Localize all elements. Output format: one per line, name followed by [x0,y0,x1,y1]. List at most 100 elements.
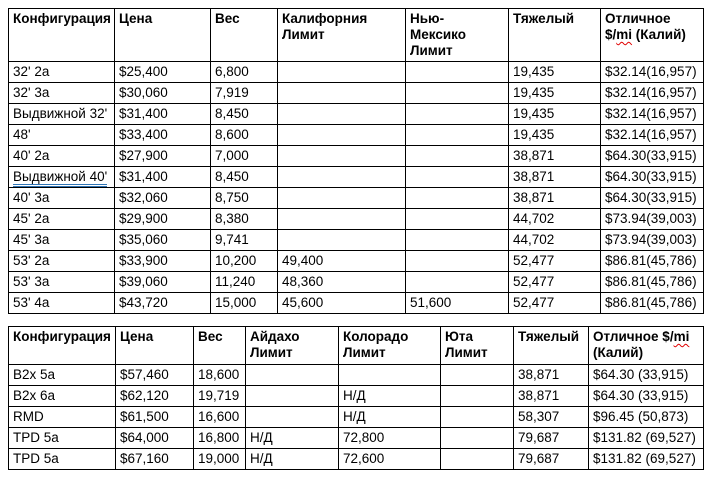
col-header-colorado-limit[interactable]: Колорадо Лимит [338,326,441,365]
cell-excellent-per-mi[interactable]: $86.81(45,786) [600,271,704,293]
cell-heavy[interactable]: 44,702 [508,208,601,230]
cell-configuration[interactable]: Выдвижной 40' [8,166,115,188]
cell-excellent-per-mi[interactable]: $32.14(16,957) [600,103,704,125]
cell-weight[interactable]: 18,600 [193,364,246,386]
cell-price[interactable]: $57,460 [115,364,194,386]
cell-california-limit[interactable] [277,61,406,83]
cell-new-mexico-limit[interactable] [405,82,509,104]
cell-weight[interactable]: 16,600 [193,406,246,428]
cell-colorado-limit[interactable]: 72,600 [338,448,441,470]
cell-configuration[interactable]: B2x 5a [8,364,116,386]
col-header-price[interactable]: Цена [115,326,194,365]
cell-price[interactable]: $43,720 [114,292,211,314]
cell-california-limit[interactable] [277,124,406,146]
cell-california-limit[interactable]: 45,600 [277,292,406,314]
cell-excellent-per-mi[interactable]: $32.14(16,957) [600,124,704,146]
cell-heavy[interactable]: 52,477 [508,250,601,272]
cell-configuration[interactable]: 45' 2a [8,208,115,230]
cell-price[interactable]: $35,060 [114,229,211,251]
col-header-california-limit[interactable]: Калифорния Лимит [277,8,406,62]
cell-idaho-limit[interactable] [245,364,339,386]
col-header-configuration[interactable]: Конфигурация [8,326,116,365]
cell-california-limit[interactable] [277,82,406,104]
cell-excellent-per-mi[interactable]: $73.94(39,003) [600,208,704,230]
col-header-utah-limit[interactable]: Юта Лимит [440,326,514,365]
cell-california-limit[interactable] [277,208,406,230]
cell-price[interactable]: $31,400 [114,166,211,188]
cell-price[interactable]: $33,900 [114,250,211,272]
cell-heavy[interactable]: 58,307 [513,406,589,428]
cell-heavy[interactable]: 19,435 [508,124,601,146]
cell-heavy[interactable]: 79,687 [513,427,589,449]
cell-price[interactable]: $33,400 [114,124,211,146]
cell-excellent-per-mi[interactable]: $32.14(16,957) [600,82,704,104]
cell-heavy[interactable]: 19,435 [508,103,601,125]
cell-utah-limit[interactable] [440,427,514,449]
cell-weight[interactable]: 19,000 [193,448,246,470]
cell-excellent-per-mi[interactable]: $64.30(33,915) [600,145,704,167]
col-header-excellent-per-mi[interactable]: Отличное $/mi (Калий) [600,8,704,62]
cell-heavy[interactable]: 38,871 [508,166,601,188]
cell-utah-limit[interactable] [440,448,514,470]
cell-configuration[interactable]: 53' 3a [8,271,115,293]
cell-weight[interactable]: 8,380 [210,208,278,230]
cell-utah-limit[interactable] [440,385,514,407]
col-header-heavy[interactable]: Тяжелый [513,326,589,365]
cell-price[interactable]: $25,400 [114,61,211,83]
cell-new-mexico-limit[interactable] [405,124,509,146]
cell-configuration[interactable]: TPD 5a [8,427,116,449]
cell-weight[interactable]: 8,450 [210,166,278,188]
cell-weight[interactable]: 8,450 [210,103,278,125]
cell-excellent-per-mi[interactable]: $64.30 (33,915) [588,364,704,386]
cell-weight[interactable]: 6,800 [210,61,278,83]
cell-new-mexico-limit[interactable] [405,208,509,230]
cell-weight[interactable]: 15,000 [210,292,278,314]
cell-new-mexico-limit[interactable] [405,187,509,209]
cell-new-mexico-limit[interactable]: 51,600 [405,292,509,314]
cell-weight[interactable]: 8,750 [210,187,278,209]
cell-configuration[interactable]: 45' 3a [8,229,115,251]
cell-idaho-limit[interactable]: Н/Д [245,427,339,449]
cell-idaho-limit[interactable] [245,406,339,428]
col-header-configuration[interactable]: Конфигурация [8,8,115,62]
cell-weight[interactable]: 11,240 [210,271,278,293]
cell-price[interactable]: $61,500 [115,406,194,428]
col-header-new-mexico-limit[interactable]: Нью- Мексико Лимит [405,8,509,62]
cell-california-limit[interactable] [277,103,406,125]
cell-excellent-per-mi[interactable]: $32.14(16,957) [600,61,704,83]
cell-heavy[interactable]: 38,871 [513,385,589,407]
cell-excellent-per-mi[interactable]: $86.81(45,786) [600,292,704,314]
cell-new-mexico-limit[interactable] [405,61,509,83]
cell-new-mexico-limit[interactable] [405,145,509,167]
cell-new-mexico-limit[interactable] [405,250,509,272]
cell-idaho-limit[interactable] [245,385,339,407]
cell-configuration[interactable]: B2x 6a [8,385,116,407]
cell-price[interactable]: $64,000 [115,427,194,449]
cell-excellent-per-mi[interactable]: $64.30(33,915) [600,187,704,209]
cell-heavy[interactable]: 52,477 [508,271,601,293]
cell-configuration[interactable]: 53' 4a [8,292,115,314]
cell-price[interactable]: $29,900 [114,208,211,230]
cell-heavy[interactable]: 44,702 [508,229,601,251]
cell-california-limit[interactable] [277,229,406,251]
cell-new-mexico-limit[interactable] [405,166,509,188]
cell-excellent-per-mi[interactable]: $86.81(45,786) [600,250,704,272]
cell-excellent-per-mi[interactable]: $64.30(33,915) [600,166,704,188]
cell-heavy[interactable]: 79,687 [513,448,589,470]
cell-heavy[interactable]: 19,435 [508,82,601,104]
cell-excellent-per-mi[interactable]: $131.82 (69,527) [588,427,704,449]
cell-weight[interactable]: 16,800 [193,427,246,449]
cell-california-limit[interactable] [277,166,406,188]
cell-weight[interactable]: 19,719 [193,385,246,407]
cell-heavy[interactable]: 19,435 [508,61,601,83]
cell-configuration[interactable]: 40' 2a [8,145,115,167]
cell-new-mexico-limit[interactable] [405,103,509,125]
col-header-idaho-limit[interactable]: Айдахо Лимит [245,326,339,365]
cell-excellent-per-mi[interactable]: $73.94(39,003) [600,229,704,251]
col-header-heavy[interactable]: Тяжелый [508,8,601,62]
cell-utah-limit[interactable] [440,406,514,428]
cell-new-mexico-limit[interactable] [405,271,509,293]
col-header-price[interactable]: Цена [114,8,211,62]
col-header-weight[interactable]: Вес [210,8,278,62]
cell-weight[interactable]: 7,000 [210,145,278,167]
